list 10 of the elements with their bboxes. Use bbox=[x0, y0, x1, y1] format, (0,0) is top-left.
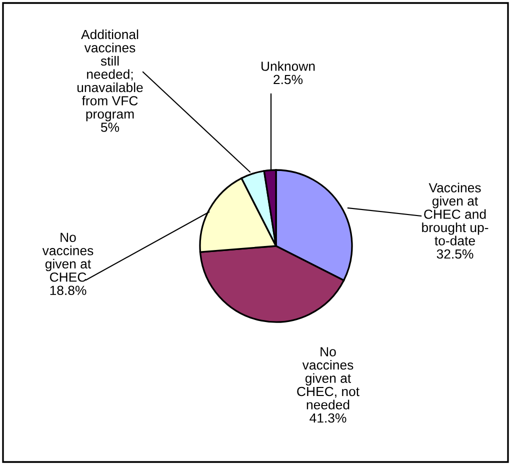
data-label: 32.5% bbox=[436, 249, 474, 259]
data-label: 41.3% bbox=[310, 413, 346, 423]
slice-label: Vaccines given at CHEC and brought up- to-date bbox=[422, 182, 488, 246]
slice-label: No vaccines given at CHEC, not needed bbox=[297, 347, 360, 410]
data-label: 5% bbox=[100, 122, 120, 132]
slice-label: Additional vaccines still needed; unavailable from VFC program bbox=[77, 29, 143, 122]
data-label: 18.8% bbox=[50, 286, 86, 296]
slice-label: No vaccines given at CHEC bbox=[42, 232, 94, 282]
slice-label: Unknown bbox=[262, 61, 315, 71]
data-label: 2.5% bbox=[274, 74, 303, 84]
